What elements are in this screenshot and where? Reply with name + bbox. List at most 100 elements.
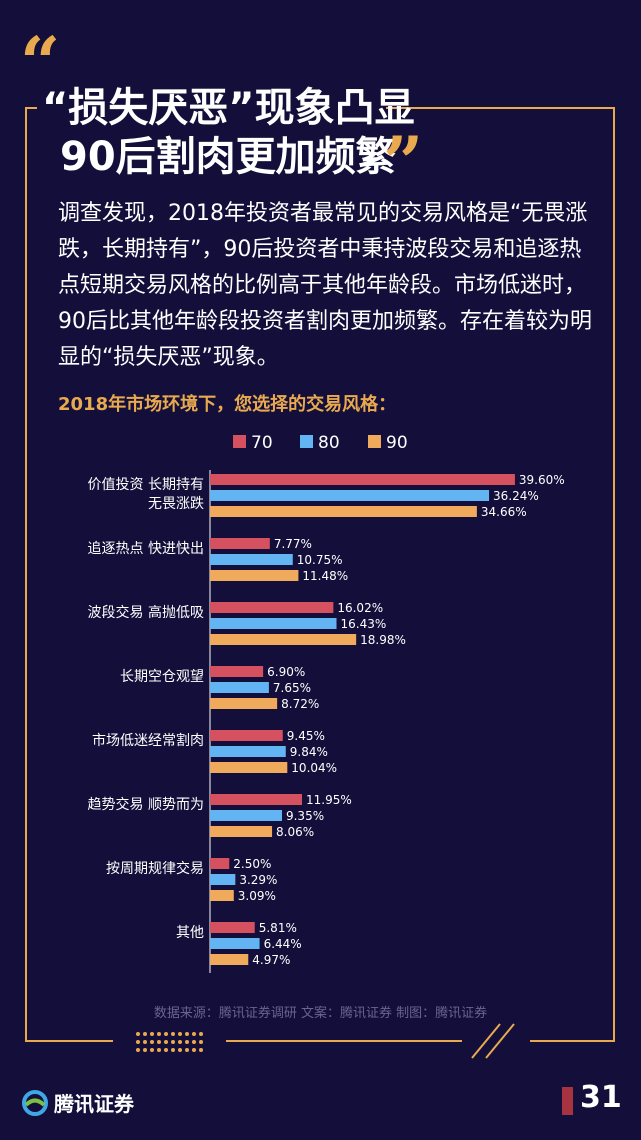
category-label-2-0: 波段交易 高抛低吸 xyxy=(88,604,204,621)
data-label-70-4: 9.45% xyxy=(287,729,325,743)
bar-90-0 xyxy=(210,506,477,517)
logo-text: 腾讯证券 xyxy=(54,1092,134,1116)
data-label-70-5: 11.95% xyxy=(306,793,352,807)
data-label-70-3: 6.90% xyxy=(267,665,305,679)
decorative-dot xyxy=(164,1032,168,1036)
close-quote-mark: ” xyxy=(383,121,424,204)
category-label-5-0: 趋势交易 顺势而为 xyxy=(88,796,204,813)
data-label-80-5: 9.35% xyxy=(286,809,324,823)
category-label-0-0: 价值投资 长期持有 xyxy=(88,477,204,493)
category-label-4-0: 市场低迷经常割肉 xyxy=(92,732,204,749)
bar-90-2 xyxy=(210,634,357,645)
frame-bottom-right-line xyxy=(530,1040,615,1042)
bar-90-1 xyxy=(210,570,299,581)
decorative-dot xyxy=(199,1032,203,1036)
decorative-dot xyxy=(199,1040,203,1044)
legend-swatch-70 xyxy=(233,435,246,448)
bar-80-1 xyxy=(210,554,293,565)
decorative-dot xyxy=(185,1032,189,1036)
page-title-line2: 90后割肉更加频繁 xyxy=(60,134,396,180)
decorative-dot xyxy=(171,1032,175,1036)
data-label-70-2: 16.02% xyxy=(337,601,383,615)
bar-80-6 xyxy=(210,874,236,885)
bar-90-7 xyxy=(210,954,249,965)
page-number: 31 xyxy=(580,1080,622,1115)
decorative-dot xyxy=(136,1032,140,1036)
bar-70-3 xyxy=(210,666,264,677)
data-label-90-6: 3.09% xyxy=(238,889,276,903)
bar-70-2 xyxy=(210,602,334,613)
decorative-dot xyxy=(178,1048,182,1052)
decorative-dot xyxy=(157,1048,161,1052)
data-label-90-0: 34.66% xyxy=(481,505,527,519)
bar-80-2 xyxy=(210,618,337,629)
bar-70-0 xyxy=(210,474,515,485)
decorative-dot xyxy=(192,1032,196,1036)
source-credit: 数据来源：腾讯证券调研 文案：腾讯证券 制图：腾讯证券 xyxy=(153,1006,488,1021)
decorative-dot xyxy=(150,1048,154,1052)
frame-bottom-left-line xyxy=(25,1040,113,1042)
category-label-6-0: 按周期规律交易 xyxy=(106,860,204,877)
decorative-dot xyxy=(157,1040,161,1044)
legend-label-90: 90 xyxy=(386,433,408,453)
bar-70-7 xyxy=(210,922,255,933)
decorative-dot xyxy=(150,1032,154,1036)
decorative-dot xyxy=(143,1040,147,1044)
logo-icon xyxy=(22,1089,48,1116)
decorative-dot xyxy=(178,1040,182,1044)
bar-70-5 xyxy=(210,794,303,805)
chart-title: 2018年市场环境下，您选择的交易风格： xyxy=(58,394,397,415)
frame-top-line xyxy=(386,107,615,109)
decorative-dot xyxy=(185,1040,189,1044)
decorative-dot xyxy=(136,1048,140,1052)
category-label-3-0: 长期空仓观望 xyxy=(120,669,204,685)
data-label-80-2: 16.43% xyxy=(341,617,387,631)
decorative-dot xyxy=(157,1032,161,1036)
decorative-dot xyxy=(171,1040,175,1044)
data-label-90-3: 8.72% xyxy=(281,697,319,711)
bar-70-6 xyxy=(210,858,230,869)
decorative-dot xyxy=(136,1040,140,1044)
decorative-slashes xyxy=(471,1023,515,1059)
bar-70-1 xyxy=(210,538,270,549)
page-title-line1: “损失厌恶”现象凸显 xyxy=(42,85,415,131)
decorative-dot xyxy=(171,1048,175,1052)
legend-label-70: 70 xyxy=(251,433,273,453)
bar-90-4 xyxy=(210,762,288,773)
frame-bottom-middle-line xyxy=(226,1040,462,1042)
data-label-80-1: 10.75% xyxy=(297,553,343,567)
decorative-dot xyxy=(192,1040,196,1044)
decorative-dots xyxy=(136,1032,203,1052)
decorative-dot xyxy=(185,1048,189,1052)
data-label-70-7: 5.81% xyxy=(259,921,297,935)
data-label-70-0: 39.60% xyxy=(519,473,565,487)
decorative-dot xyxy=(178,1032,182,1036)
bar-90-3 xyxy=(210,698,278,709)
category-label-7-0: 其他 xyxy=(176,925,204,941)
frame-right-line xyxy=(613,107,615,1042)
data-label-90-1: 11.48% xyxy=(302,569,348,583)
decorative-dot xyxy=(192,1048,196,1052)
data-label-70-1: 7.77% xyxy=(274,537,312,551)
data-label-80-7: 6.44% xyxy=(264,937,302,951)
decorative-dot xyxy=(150,1040,154,1044)
intro-paragraph: 调查发现，2018年投资者最常见的交易风格是“无畏涨跌，长期持有”，90后投资者… xyxy=(58,201,592,370)
data-label-70-6: 2.50% xyxy=(233,857,271,871)
decorative-dot xyxy=(199,1048,203,1052)
bar-70-4 xyxy=(210,730,283,741)
bar-90-6 xyxy=(210,890,234,901)
frame-top-left-line xyxy=(25,107,37,109)
decorative-dot xyxy=(143,1048,147,1052)
tencent-securities-logo: 腾讯证券 xyxy=(22,1088,134,1117)
data-label-80-6: 3.29% xyxy=(239,873,277,887)
data-label-90-5: 8.06% xyxy=(276,825,314,839)
bar-80-7 xyxy=(210,938,260,949)
legend-swatch-90 xyxy=(368,435,381,448)
bar-80-3 xyxy=(210,682,269,693)
bar-90-5 xyxy=(210,826,273,837)
decorative-dot xyxy=(164,1040,168,1044)
data-label-90-4: 10.04% xyxy=(291,761,337,775)
decorative-dot xyxy=(164,1048,168,1052)
data-label-80-4: 9.84% xyxy=(290,745,328,759)
